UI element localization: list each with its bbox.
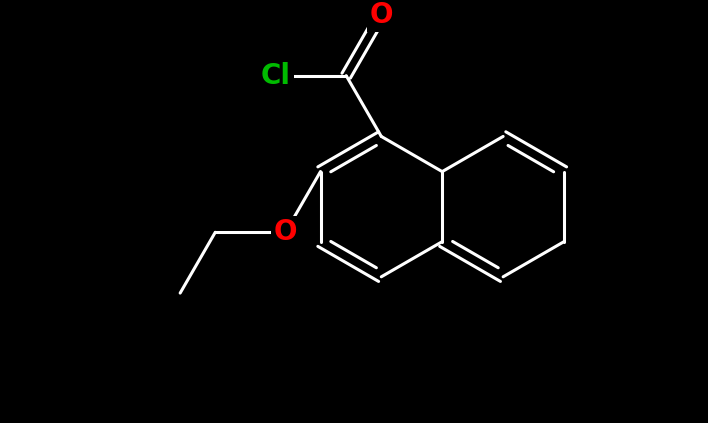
Text: O: O	[370, 1, 393, 29]
Text: O: O	[274, 218, 297, 246]
Text: Cl: Cl	[261, 62, 291, 90]
